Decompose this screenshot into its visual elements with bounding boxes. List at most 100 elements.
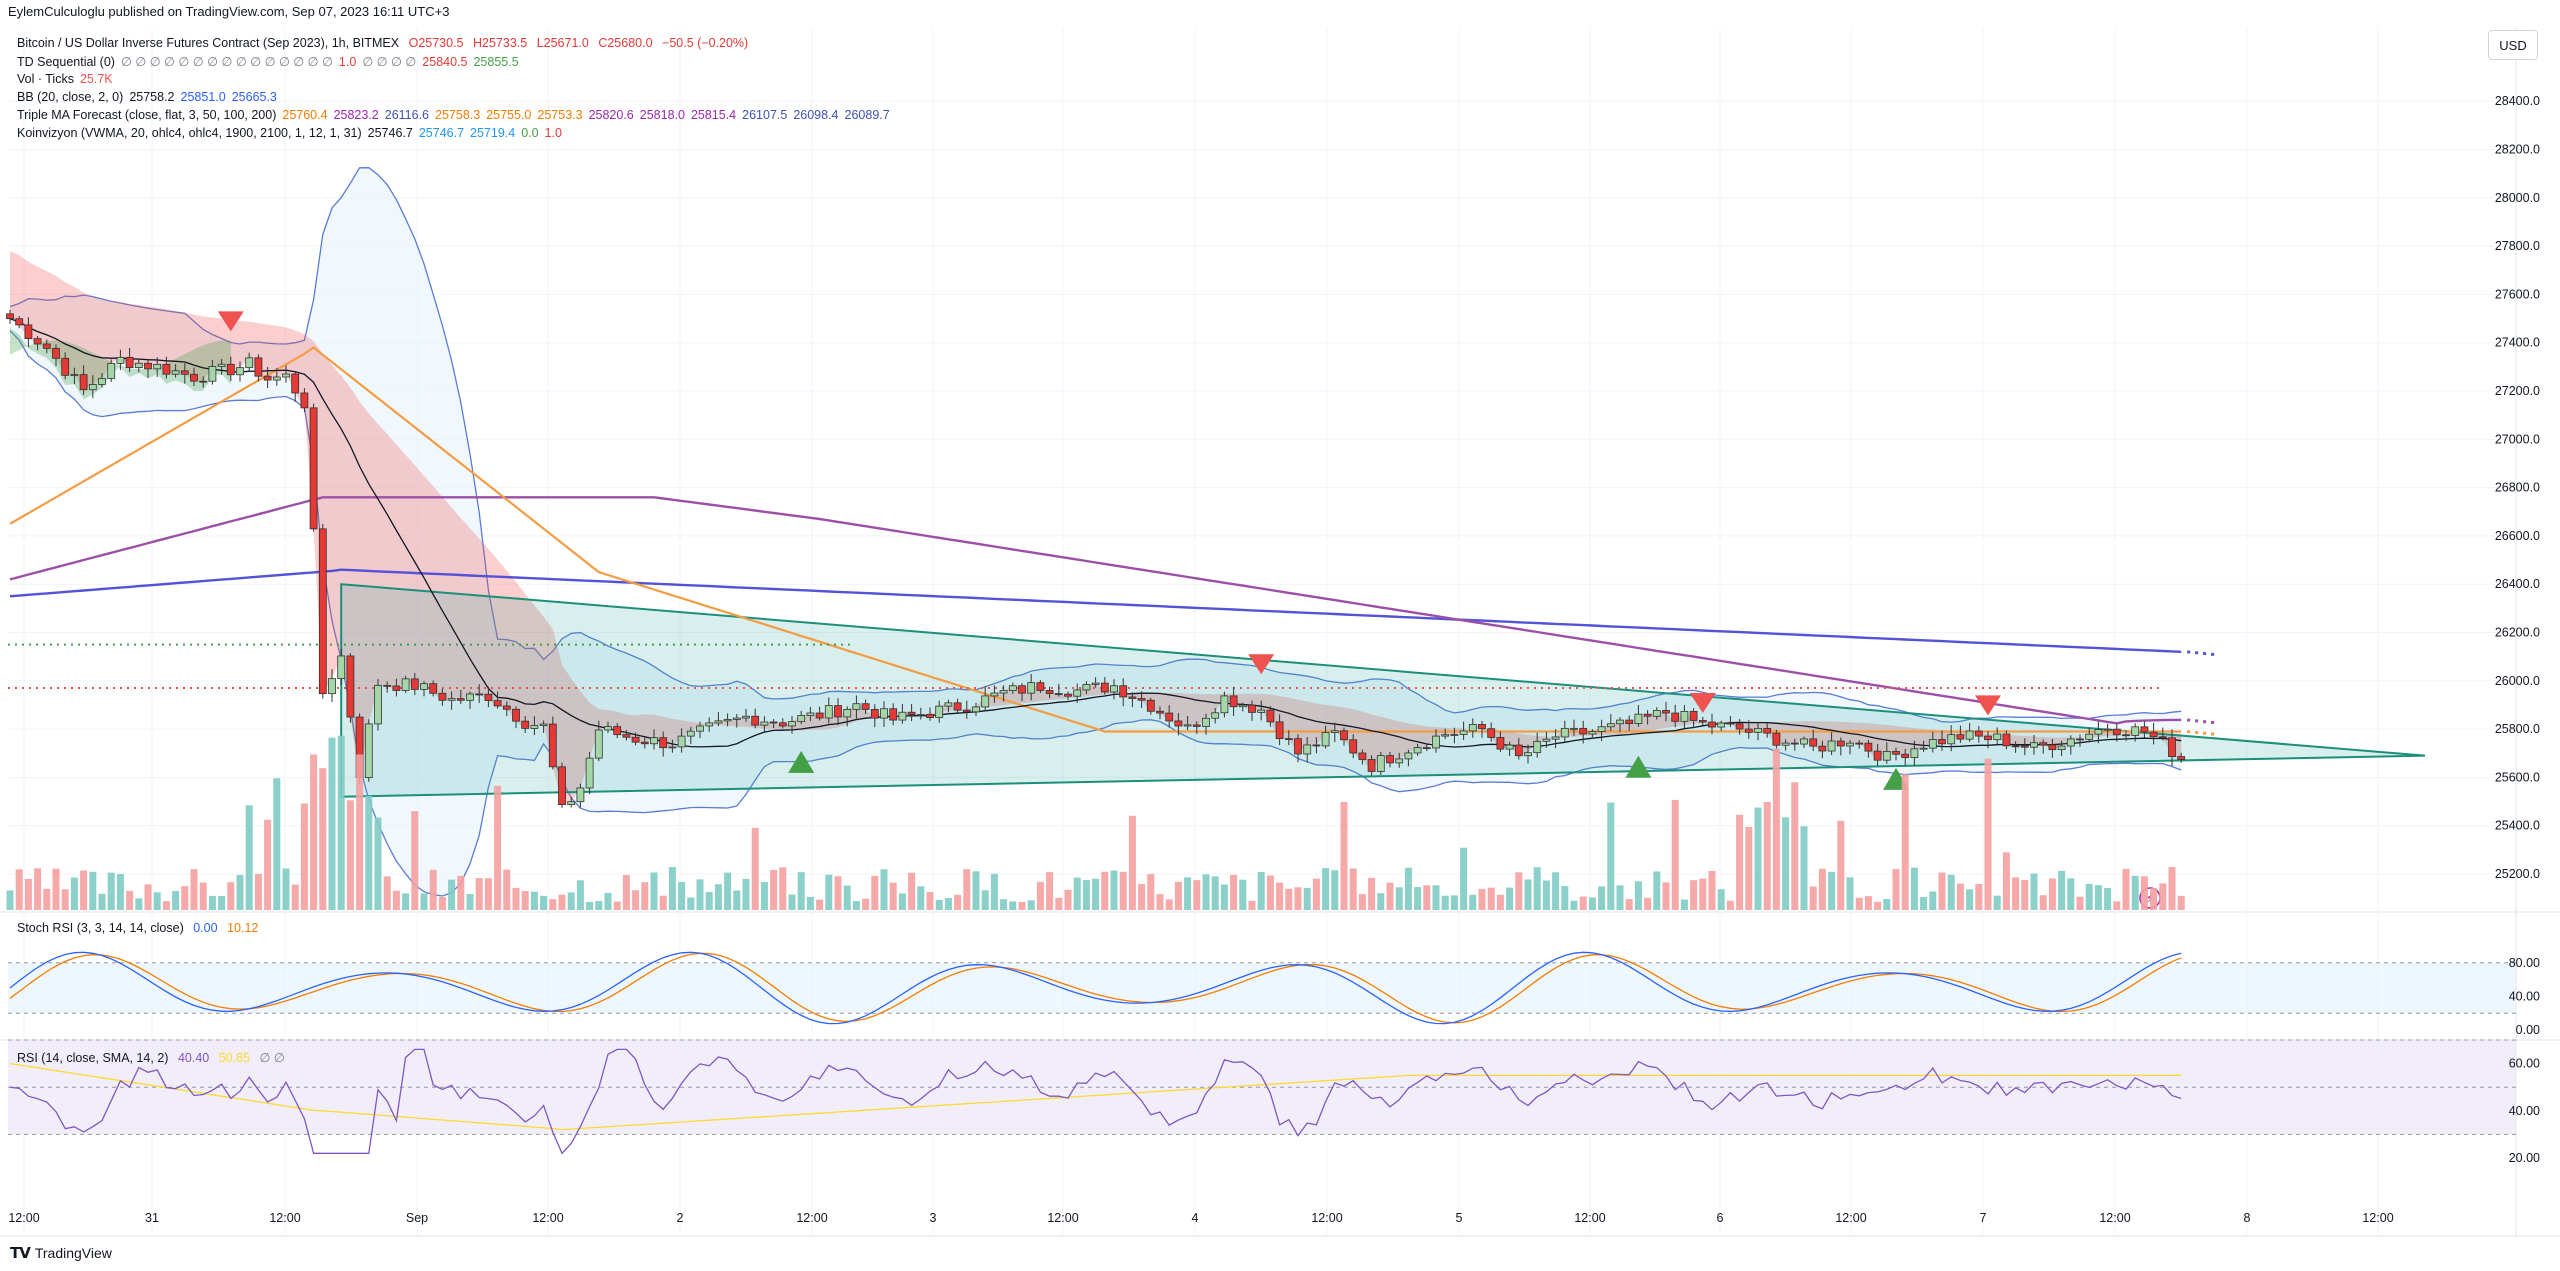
candle-up	[705, 722, 714, 727]
volume-bar	[135, 898, 143, 910]
candle-down	[1708, 721, 1716, 728]
candle-down	[1312, 744, 1321, 747]
sell-signal-marker	[1248, 654, 1275, 675]
candle-up	[585, 757, 594, 789]
ohlc-high: H25733.5	[473, 36, 528, 50]
volume-bar	[1322, 868, 1330, 910]
volume-bar	[1993, 895, 2001, 910]
candle-up	[1616, 719, 1624, 725]
volume-bar	[1818, 868, 1826, 910]
volume-bar	[917, 886, 925, 910]
indicator-value: 25758.3	[435, 108, 481, 122]
candle-down	[493, 700, 502, 707]
ma100-line	[9, 496, 2182, 725]
rsi-pane[interactable]	[8, 1039, 2516, 1155]
stoch-rsi-title: Stoch RSI (3, 3, 14, 14, close)	[17, 921, 184, 935]
candle-down	[1974, 730, 1983, 737]
time-tick-label: 12:00	[1047, 1211, 1078, 1225]
candle-up	[1413, 747, 1422, 754]
volume-bar	[1671, 799, 1679, 910]
symbol-line[interactable]: Bitcoin / US Dollar Inverse Futures Cont…	[17, 36, 754, 50]
candle-up	[714, 720, 723, 724]
rsi-tick-label: 20.00	[2509, 1151, 2540, 1165]
volume-bar	[1450, 895, 1458, 910]
stoch-rsi-legend[interactable]: Stoch RSI (3, 3, 14, 14, close) 0.00 10.…	[17, 921, 264, 935]
volume-bar	[622, 874, 630, 910]
volume-bar	[1874, 901, 1882, 910]
candle-down	[1478, 724, 1486, 730]
candle-down	[548, 723, 557, 768]
volume-bar	[1156, 894, 1164, 910]
candle-down	[392, 685, 401, 691]
candle-down	[456, 698, 465, 701]
rsi-legend[interactable]: RSI (14, close, SMA, 14, 2) 40.40 50.85 …	[17, 1050, 291, 1065]
volume-bar	[2104, 888, 2112, 910]
indicator-value: ∅ ∅ ∅ ∅ ∅ ∅ ∅ ∅ ∅ ∅ ∅ ∅ ∅ ∅ ∅	[120, 55, 333, 69]
indicator-legend-row[interactable]: TD Sequential (0) ∅ ∅ ∅ ∅ ∅ ∅ ∅ ∅ ∅ ∅ ∅ ∅…	[17, 54, 525, 69]
candle-up	[1220, 695, 1229, 714]
candle-down	[907, 711, 916, 715]
currency-button[interactable]: USD	[2488, 30, 2538, 60]
candle-up	[1082, 684, 1091, 691]
indicator-legend-row[interactable]: Koinvizyon (VWMA, 20, ohlc4, ohlc4, 1900…	[17, 126, 568, 140]
candle-up	[696, 725, 704, 732]
stoch-rsi-pane[interactable]	[8, 951, 2516, 1025]
stoch-tick-label: 40.00	[2509, 989, 2540, 1003]
volume-bar	[963, 869, 971, 910]
candle-up	[2085, 733, 2094, 740]
volume-bar	[374, 817, 382, 910]
indicator-value: 25665.3	[231, 90, 277, 104]
indicator-value: 26089.7	[844, 108, 890, 122]
volume-bar	[503, 869, 511, 910]
volume-bar	[1230, 874, 1238, 910]
volume-bar	[678, 882, 686, 910]
price-tick-label: 25800.0	[2495, 722, 2540, 736]
indicator-value: 25746.7	[367, 126, 413, 140]
indicator-legend-row[interactable]: BB (20, close, 2, 0) 25758.2 25851.0 25665.…	[17, 90, 283, 104]
volume-bar	[549, 899, 557, 910]
volume-bar	[1036, 881, 1044, 910]
candle-up	[981, 695, 990, 708]
price-tick-label: 28400.0	[2495, 94, 2540, 108]
volume-bar	[788, 894, 796, 910]
tradingview-logo[interactable]: 𝗧𝗩 TradingView	[10, 1244, 112, 1262]
indicator-value: 1.0	[338, 55, 357, 69]
volume-bar	[1478, 888, 1486, 910]
candle-down	[1809, 738, 1818, 747]
volume-bar	[1782, 817, 1790, 910]
indicator-legend-row[interactable]: Triple MA Forecast (close, flat, 3, 50, …	[17, 108, 896, 122]
volume-bar	[806, 896, 814, 910]
candle-up	[1533, 740, 1542, 754]
candle-down	[502, 705, 511, 710]
ma50-line	[9, 346, 2182, 733]
volume-bar	[834, 876, 842, 910]
candle-down	[429, 683, 438, 694]
candle-up	[2094, 729, 2103, 735]
candle-down	[1864, 742, 1873, 752]
candle-up	[364, 723, 373, 778]
volume-bar	[1561, 886, 1569, 910]
candle-up	[1303, 744, 1312, 755]
lightning-glyph: ⚡	[2145, 892, 2154, 907]
indicator-legend-row[interactable]: Vol · Ticks 25.7K	[17, 72, 119, 86]
candle-down	[1156, 710, 1164, 714]
volume-bar	[153, 892, 161, 910]
price-axis[interactable]: 25200.0 25400.0 25600.0 25800.0 26000.0 26200…	[2495, 94, 2540, 1165]
candle-up	[1183, 724, 1192, 727]
volume-bar	[1846, 877, 1854, 910]
volume-bars	[6, 735, 2185, 910]
volume-bar	[898, 893, 906, 910]
time-axis[interactable]: 12:00 31 12:00 Sep 12:00 2 12:00 3 12:00 4 12:00 5 1…	[8, 1211, 2393, 1225]
candle-down	[1901, 753, 1910, 758]
volume-bar	[1358, 894, 1366, 910]
candle-down	[558, 766, 566, 806]
candle-down	[2158, 736, 2167, 739]
price-pane[interactable]: ⚡	[6, 167, 2426, 909]
volume-bar	[1312, 878, 1320, 910]
candle-up	[420, 683, 428, 690]
volume-bar	[972, 871, 980, 910]
candle-down	[52, 347, 60, 359]
candle-down	[1698, 720, 1707, 723]
